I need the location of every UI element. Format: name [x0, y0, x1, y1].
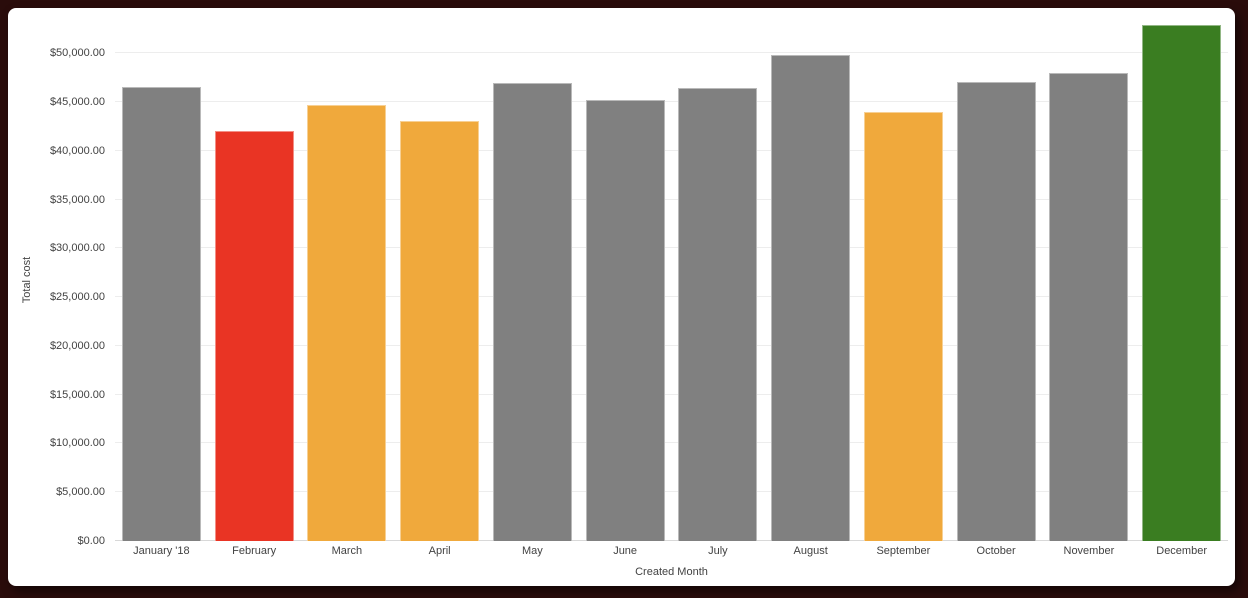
- bar-july[interactable]: [678, 88, 758, 541]
- bar-october[interactable]: [956, 82, 1036, 541]
- bars: [115, 20, 1228, 541]
- x-axis-label-october: October: [976, 545, 1016, 557]
- bar-september[interactable]: [863, 111, 943, 541]
- plot-area: [115, 20, 1228, 541]
- bar-slot: [301, 20, 394, 541]
- gridline: [115, 344, 1228, 346]
- bar-february[interactable]: [214, 131, 294, 541]
- bar-slot: [208, 20, 301, 541]
- x-axis-label-august: August: [793, 545, 828, 557]
- gridline: [115, 442, 1228, 444]
- x-axis-label-june: June: [613, 545, 638, 557]
- y-axis-tick-label: $40,000.00: [49, 144, 105, 157]
- y-axis-tick-label: $45,000.00: [49, 95, 105, 108]
- bar-slot: [950, 20, 1043, 541]
- gridline: [115, 100, 1228, 102]
- x-axis-label-january-18: January '18: [133, 545, 190, 557]
- bar-slot: [764, 20, 857, 541]
- x-axis-label-april: April: [428, 545, 451, 557]
- bar-may[interactable]: [492, 83, 572, 541]
- gridline: [115, 491, 1228, 493]
- bar-june[interactable]: [585, 100, 665, 541]
- y-axis-tick-label: $20,000.00: [49, 339, 105, 352]
- x-axis-title: Created Month: [635, 566, 708, 578]
- y-axis-tick-label: $15,000.00: [49, 388, 105, 401]
- bar-slot: [486, 20, 579, 541]
- y-axis-tick-label: $30,000.00: [49, 242, 105, 255]
- y-axis-tick-label: $10,000.00: [49, 437, 105, 450]
- x-axis-label-december: December: [1156, 545, 1207, 557]
- gridline: [115, 296, 1228, 298]
- bar-august[interactable]: [771, 55, 851, 541]
- x-axis-labels: January '18 February March April May June July…: [115, 545, 1228, 557]
- x-axis-label-february: February: [232, 545, 277, 557]
- gridline: [115, 52, 1228, 54]
- gridline: [115, 393, 1228, 395]
- bar-march[interactable]: [307, 104, 387, 541]
- gridlines: [115, 20, 1228, 541]
- bar-january-18[interactable]: [121, 87, 201, 541]
- x-axis-label-march: March: [331, 545, 363, 557]
- bar-slot: [672, 20, 765, 541]
- bar-slot: [1135, 20, 1228, 541]
- chart-card: Total cost $0.00 $5,000.00 $10,000.00 $15,0…: [8, 8, 1235, 586]
- y-axis-tick-label: $35,000.00: [49, 193, 105, 206]
- gridline: [115, 247, 1228, 249]
- bar-december[interactable]: [1142, 24, 1222, 541]
- y-axis-tick-label: $25,000.00: [49, 291, 105, 304]
- bar-slot: [1043, 20, 1136, 541]
- bar-slot: [115, 20, 208, 541]
- x-axis-label-september: September: [876, 545, 931, 557]
- y-axis-tick-label: $0.00: [77, 535, 105, 547]
- bar-november[interactable]: [1049, 72, 1129, 541]
- x-axis-label-may: May: [521, 545, 543, 557]
- gridline: [115, 149, 1228, 151]
- y-axis-tick-label: $5,000.00: [56, 486, 105, 499]
- y-axis-labels: $0.00 $5,000.00 $10,000.00 $15,000.00 $20,00…: [8, 20, 105, 547]
- x-axis-label-july: July: [708, 545, 728, 557]
- bar-april[interactable]: [400, 121, 480, 541]
- x-axis-baseline: [115, 540, 1228, 541]
- x-axis-label-november: November: [1063, 545, 1115, 557]
- bar-slot: [857, 20, 950, 541]
- gridline: [115, 198, 1228, 200]
- bar-slot: [579, 20, 672, 541]
- y-axis-tick-label: $50,000.00: [49, 47, 105, 60]
- bar-slot: [393, 20, 486, 541]
